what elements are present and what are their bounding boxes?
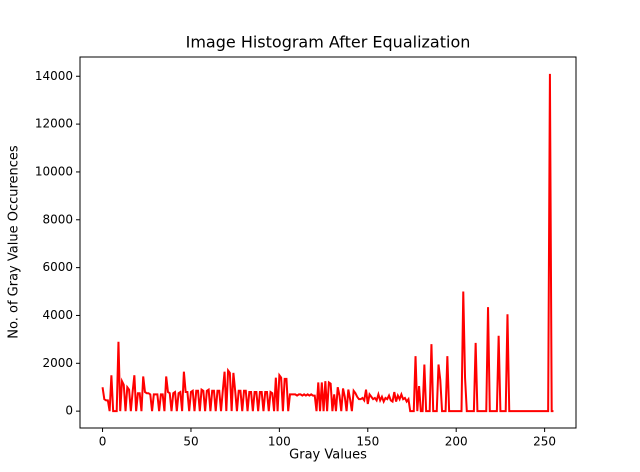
x-tick-label: 0: [99, 435, 107, 449]
chart-title: Image Histogram After Equalization: [186, 33, 471, 52]
x-axis-label: Gray Values: [289, 448, 367, 463]
x-tick-label: 250: [533, 435, 556, 449]
y-tick-label: 12000: [35, 117, 73, 131]
y-tick-label: 4000: [42, 308, 73, 322]
y-tick-label: 6000: [42, 260, 73, 274]
x-tick-label: 50: [183, 435, 198, 449]
x-tick-label: 150: [356, 435, 379, 449]
x-tick-label: 200: [445, 435, 468, 449]
y-tick-label: 2000: [42, 356, 73, 370]
axes-frame: [79, 56, 577, 429]
y-axis-label: No. of Gray Value Occurences: [7, 145, 22, 339]
y-tick-label: 14000: [35, 69, 73, 83]
y-tick-label: 8000: [42, 212, 73, 226]
y-tick-label: 10000: [35, 164, 73, 178]
x-tick-label: 100: [268, 435, 291, 449]
data-line: [101, 73, 554, 413]
y-tick-label: 0: [65, 404, 73, 418]
